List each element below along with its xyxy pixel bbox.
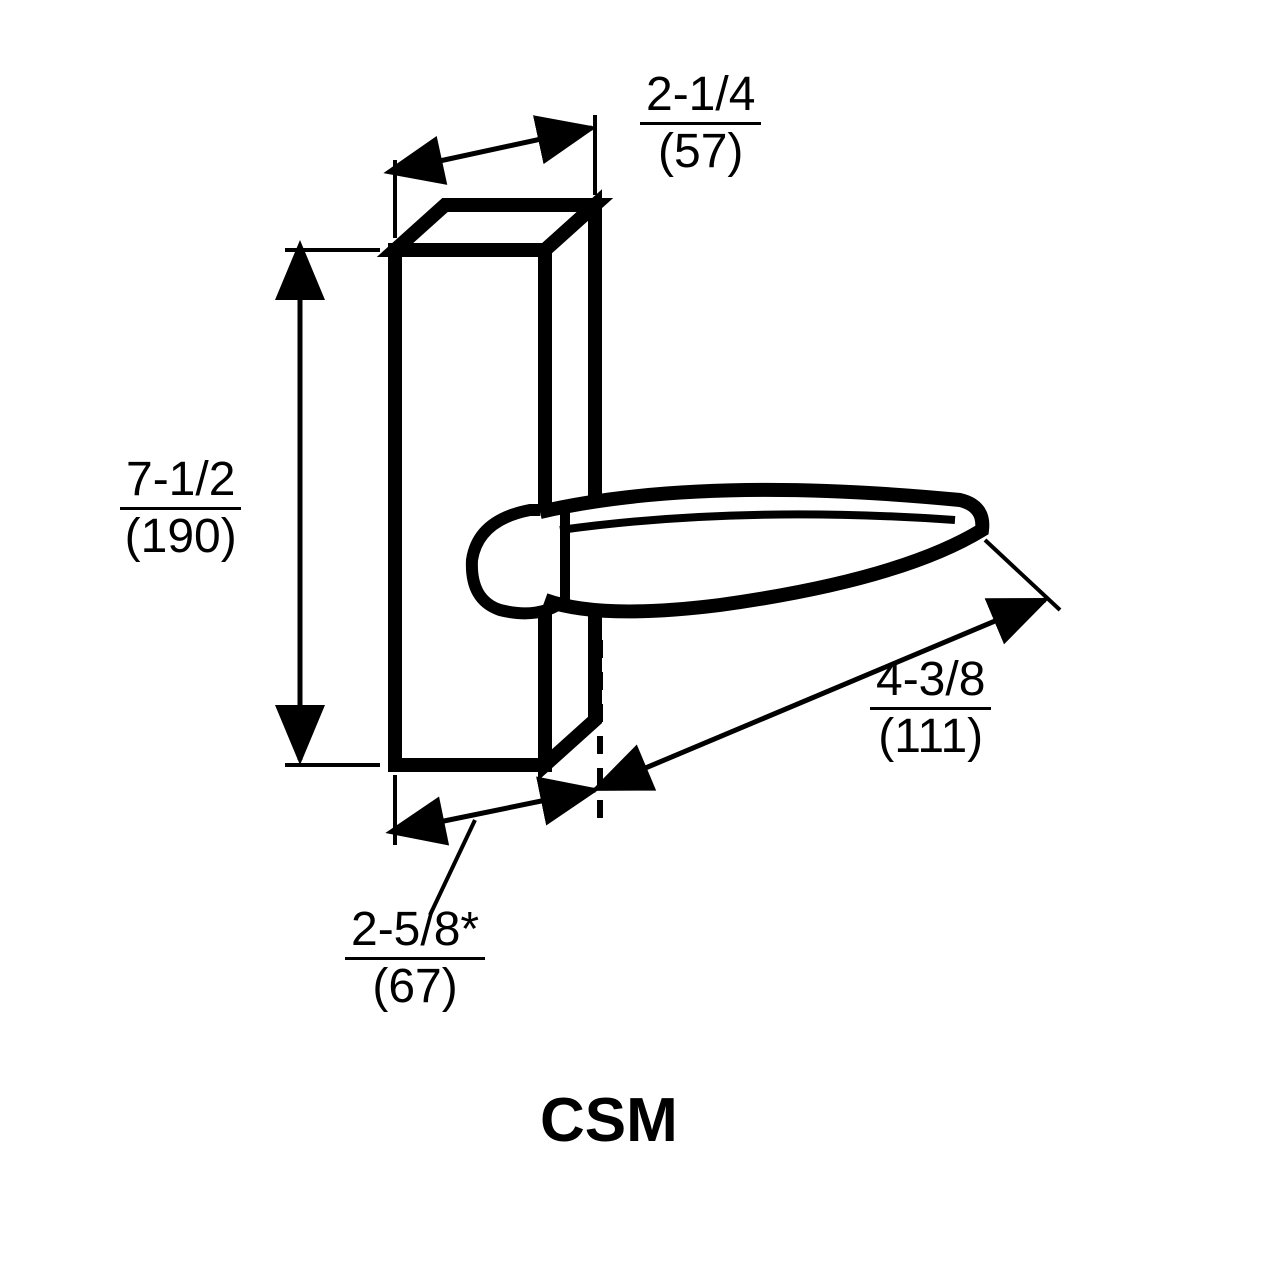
- dim-width-imperial: 2-1/4: [640, 70, 761, 125]
- dim-lever-label: 4-3/8 (111): [870, 655, 991, 763]
- dim-width-metric: (57): [640, 125, 761, 177]
- dim-height-imperial: 7-1/2: [120, 455, 241, 510]
- model-label: CSM: [540, 1085, 678, 1156]
- dimline-width: [398, 128, 592, 170]
- dim-backset-imperial: 2-5/8*: [345, 905, 485, 960]
- lever-arm: [540, 490, 982, 612]
- plate-side: [545, 205, 595, 765]
- dimline-backset: [400, 790, 595, 830]
- dim-backset-label: 2-5/8* (67): [345, 905, 485, 1013]
- dim-lever-metric: (111): [870, 710, 991, 762]
- dim-lever-imperial: 4-3/8: [870, 655, 991, 710]
- ext-lever-tip: [985, 540, 1060, 610]
- dim-height-metric: (190): [120, 510, 241, 562]
- dim-backset-metric: (67): [345, 960, 485, 1012]
- leader-backset: [430, 820, 475, 915]
- dim-width-label: 2-1/4 (57): [640, 70, 761, 178]
- dim-height-label: 7-1/2 (190): [120, 455, 241, 563]
- diagram-stage: 2-1/4 (57) 7-1/2 (190) 4-3/8 (111) 2-5/8…: [0, 0, 1280, 1280]
